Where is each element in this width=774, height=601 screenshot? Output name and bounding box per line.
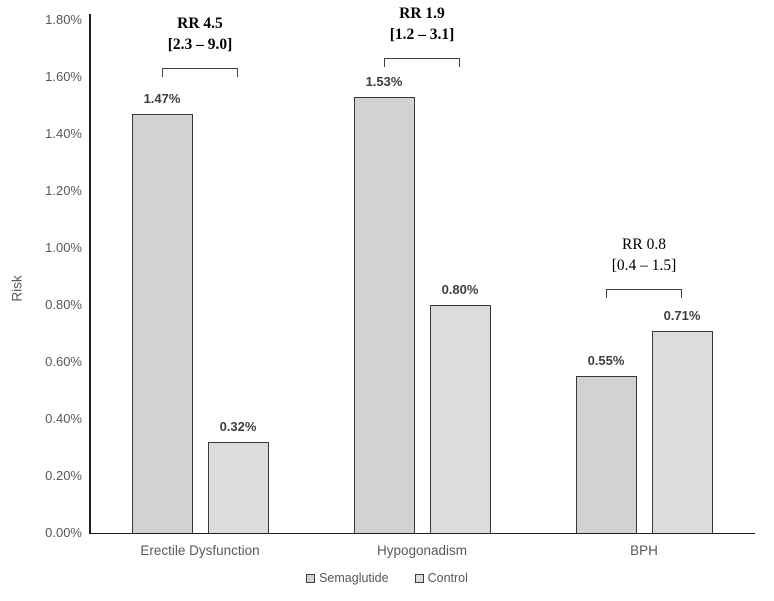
- bar-control: [429, 305, 491, 533]
- rr-confidence-interval: [1.2 – 3.1]: [389, 25, 455, 43]
- bar-value-label: 0.80%: [441, 282, 479, 297]
- y-axis-line: [89, 14, 91, 533]
- bar-semaglutide: [131, 114, 193, 533]
- y-tick-label: 0.20%: [45, 468, 82, 483]
- rr-value: RR 0.8: [622, 235, 666, 253]
- bar-value-label: 1.53%: [365, 73, 403, 89]
- bar-value-label: 0.55%: [587, 353, 625, 369]
- legend-marker-icon: [414, 573, 424, 583]
- legend-item-control: Control: [414, 571, 468, 585]
- legend-label: Control: [427, 571, 468, 585]
- rr-value: RR 4.5: [177, 15, 223, 33]
- significance-bracket: [606, 288, 682, 298]
- bar-value-label: 0.32%: [219, 418, 257, 434]
- significance-bracket: [384, 57, 460, 67]
- y-tick-label: 0.40%: [45, 411, 82, 426]
- bar-value-label: 1.47%: [143, 91, 181, 107]
- y-tick-label: 1.60%: [45, 69, 82, 84]
- x-axis-line: [89, 533, 755, 534]
- rr-annotation: RR 0.8 [0.4 – 1.5]: [559, 234, 729, 276]
- y-tick-label: 1.40%: [45, 126, 82, 141]
- y-tick-label: 1.00%: [45, 240, 82, 255]
- category-label: Hypogonadism: [376, 543, 468, 558]
- y-tick-label: 0.00%: [45, 525, 82, 540]
- significance-bracket: [162, 68, 238, 78]
- bar-control: [207, 441, 269, 533]
- y-tick-label: 0.60%: [45, 354, 82, 369]
- legend-item-semaglutide: Semaglutide: [306, 571, 389, 585]
- legend: Semaglutide Control: [0, 571, 774, 585]
- bar-semaglutide: [575, 376, 637, 533]
- rr-confidence-interval: [0.4 – 1.5]: [611, 256, 677, 274]
- y-tick-label: 1.20%: [45, 183, 82, 198]
- rr-confidence-interval: [2.3 – 9.0]: [167, 36, 233, 54]
- bar-semaglutide: [353, 96, 415, 533]
- category-label: BPH: [630, 543, 658, 558]
- y-tick-label: 0.80%: [45, 297, 82, 312]
- legend-marker-icon: [306, 573, 316, 583]
- rr-annotation: RR 4.5 [2.3 – 9.0]: [115, 13, 285, 55]
- y-tick-label: 1.80%: [45, 12, 82, 27]
- bar-control: [651, 330, 713, 533]
- category-label: Erectile Dysfunction: [140, 543, 260, 558]
- bar-value-label: 0.71%: [663, 307, 701, 323]
- rr-value: RR 1.9: [399, 4, 445, 22]
- legend-label: Semaglutide: [319, 571, 389, 585]
- rr-annotation: RR 1.9 [1.2 – 3.1]: [337, 3, 507, 45]
